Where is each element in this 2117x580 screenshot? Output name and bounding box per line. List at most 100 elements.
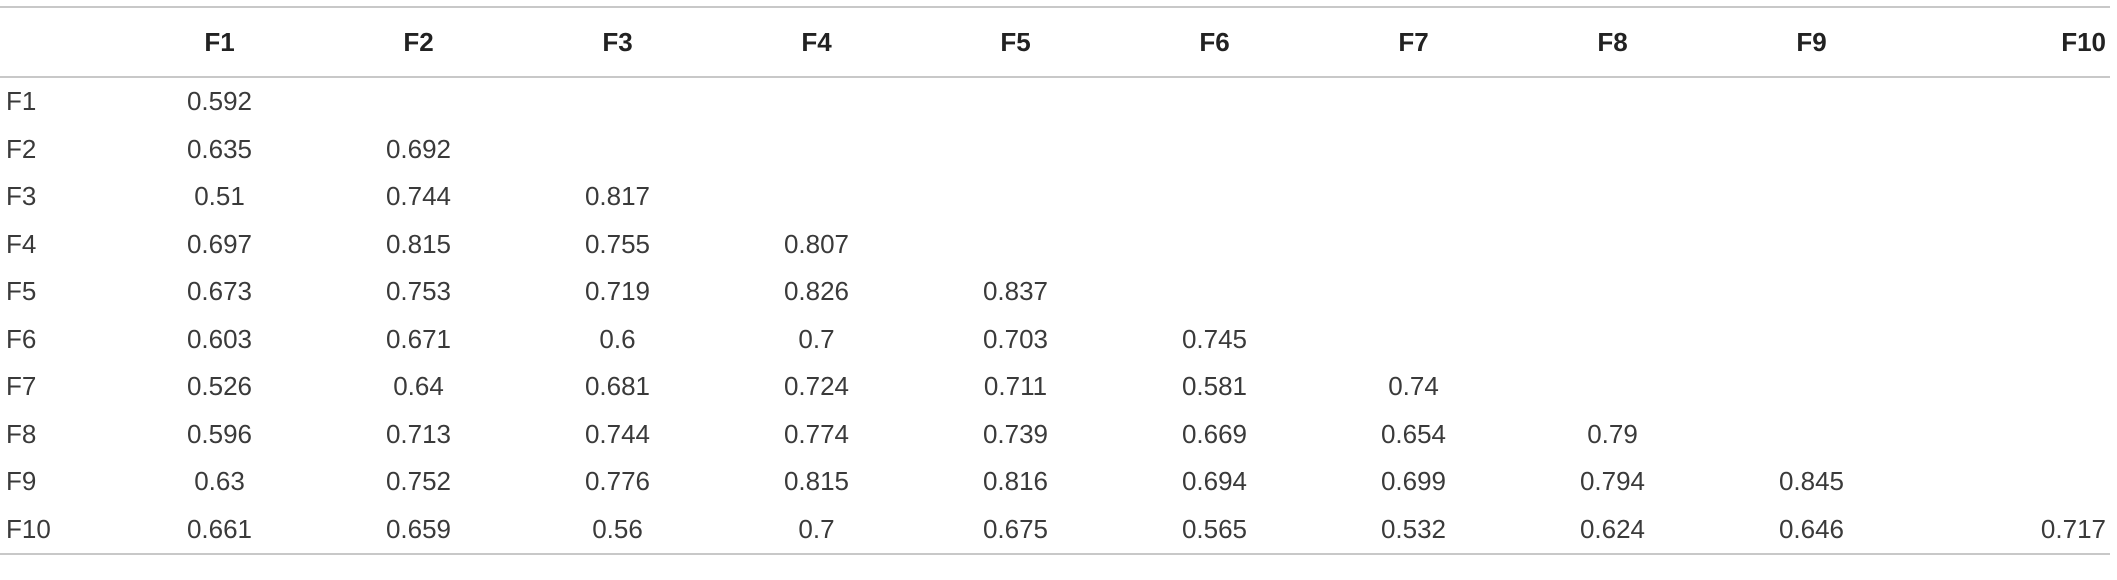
column-header-f7: F7 [1398, 26, 1429, 57]
table-cell: 0.717 [2040, 513, 2106, 544]
table-cell [916, 221, 1115, 269]
table-cell [1513, 221, 1712, 269]
table-cell [916, 173, 1115, 221]
table-cell: 0.815 [783, 466, 850, 497]
table-row: F9 0.63 0.752 0.776 0.815 0.816 0.694 0.699 0.79… [0, 458, 2110, 506]
correlation-table-container: F1 F2 F3 F4 F5 F6 F7 F8 F9 F10 F1 0.592 F2 0.635 0.69… [0, 6, 2110, 555]
table-cell: 0.776 [584, 466, 651, 497]
row-label: F7 [6, 371, 37, 402]
table-cell [1513, 316, 1712, 364]
column-header-f2: F2 [403, 26, 434, 57]
table-cell: 0.79 [1587, 418, 1638, 449]
table-row: F2 0.635 0.692 [0, 126, 2110, 174]
header-row: F1 F2 F3 F4 F5 F6 F7 F8 F9 F10 [0, 7, 2110, 77]
row-label: F4 [6, 228, 37, 259]
table-row: F10 0.661 0.659 0.56 0.7 0.675 0.565 0.532 0.624… [0, 506, 2110, 554]
table-cell [1115, 268, 1314, 316]
table-cell: 0.753 [385, 276, 452, 307]
table-cell [1911, 411, 2110, 459]
table-cell: 0.654 [1380, 418, 1447, 449]
table-cell [1314, 77, 1513, 126]
row-label: F3 [6, 181, 37, 212]
table-cell [1712, 77, 1911, 126]
table-cell: 0.826 [783, 276, 850, 307]
table-cell: 0.661 [186, 513, 253, 544]
table-cell [1911, 126, 2110, 174]
table-cell [1314, 316, 1513, 364]
table-cell [1115, 126, 1314, 174]
row-label: F8 [6, 418, 37, 449]
table-cell: 0.565 [1181, 513, 1248, 544]
table-cell [1513, 126, 1712, 174]
table-cell [1911, 316, 2110, 364]
table-cell: 0.669 [1181, 418, 1248, 449]
column-header-f6: F6 [1199, 26, 1230, 57]
table-cell [1314, 126, 1513, 174]
table-cell [1712, 221, 1911, 269]
table-cell [1911, 173, 2110, 221]
table-cell [1911, 268, 2110, 316]
table-cell [916, 77, 1115, 126]
table-row: F3 0.51 0.744 0.817 [0, 173, 2110, 221]
table-cell: 0.603 [186, 323, 253, 354]
table-cell [518, 77, 717, 126]
row-label: F6 [6, 323, 37, 354]
table-row: F7 0.526 0.64 0.681 0.724 0.711 0.581 0.74 [0, 363, 2110, 411]
table-cell: 0.745 [1181, 323, 1248, 354]
column-header-f1: F1 [204, 26, 235, 57]
table-cell: 0.816 [982, 466, 1049, 497]
table-cell: 0.6 [599, 323, 636, 354]
table-cell [1314, 173, 1513, 221]
table-cell: 0.64 [393, 371, 444, 402]
table-cell: 0.592 [186, 86, 253, 117]
table-cell: 0.837 [982, 276, 1049, 307]
table-cell: 0.624 [1579, 513, 1646, 544]
row-label: F1 [6, 86, 37, 117]
table-cell: 0.697 [186, 228, 253, 259]
table-cell: 0.699 [1380, 466, 1447, 497]
table-cell [1314, 268, 1513, 316]
column-header-f5: F5 [1000, 26, 1031, 57]
table-cell [1911, 363, 2110, 411]
table-cell: 0.532 [1380, 513, 1447, 544]
table-cell [1314, 221, 1513, 269]
table-cell: 0.807 [783, 228, 850, 259]
table-cell: 0.659 [385, 513, 452, 544]
column-header-f4: F4 [801, 26, 832, 57]
row-label: F2 [6, 133, 37, 164]
table-cell [1513, 77, 1712, 126]
table-cell: 0.713 [385, 418, 452, 449]
table-cell: 0.755 [584, 228, 651, 259]
table-cell [717, 77, 916, 126]
table-cell [717, 173, 916, 221]
table-row: F6 0.603 0.671 0.6 0.7 0.703 0.745 [0, 316, 2110, 364]
column-header-f3: F3 [602, 26, 633, 57]
table-cell: 0.711 [983, 371, 1048, 402]
column-header-f8: F8 [1597, 26, 1628, 57]
table-cell [1712, 316, 1911, 364]
table-cell: 0.692 [385, 133, 452, 164]
table-cell [1513, 268, 1712, 316]
correlation-table: F1 F2 F3 F4 F5 F6 F7 F8 F9 F10 F1 0.592 F2 0.635 0.69… [0, 6, 2110, 555]
table-cell [1712, 126, 1911, 174]
table-cell: 0.681 [584, 371, 651, 402]
table-cell: 0.74 [1388, 371, 1439, 402]
table-cell: 0.719 [584, 276, 651, 307]
table-cell: 0.694 [1181, 466, 1248, 497]
column-header-f9: F9 [1796, 26, 1827, 57]
table-cell: 0.671 [385, 323, 452, 354]
table-cell [1513, 173, 1712, 221]
table-body: F1 0.592 F2 0.635 0.692 F3 0.51 0.744 0.817 F4 0.6… [0, 77, 2110, 554]
corner-cell [0, 7, 120, 77]
table-cell [1911, 77, 2110, 126]
table-cell [916, 126, 1115, 174]
table-row: F8 0.596 0.713 0.744 0.774 0.739 0.669 0.654 0.7… [0, 411, 2110, 459]
table-cell [1115, 221, 1314, 269]
table-cell [1911, 221, 2110, 269]
table-cell [1115, 77, 1314, 126]
table-cell [1513, 363, 1712, 411]
table-cell: 0.646 [1778, 513, 1845, 544]
table-cell: 0.724 [783, 371, 850, 402]
table-cell: 0.675 [982, 513, 1049, 544]
table-cell: 0.7 [798, 323, 835, 354]
